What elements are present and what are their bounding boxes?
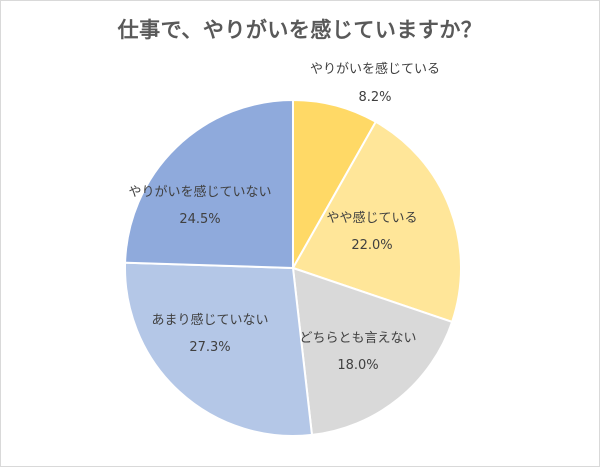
pie-slice-3: [291, 266, 454, 437]
pie-slice-4: [124, 261, 314, 437]
slice-value-label: 22.0%: [351, 238, 392, 253]
pie-slice-5: [124, 98, 294, 270]
slice-category-label: やや感じている: [326, 210, 417, 226]
pie-slice-1: [292, 98, 378, 272]
pie-slice-2: [291, 120, 462, 324]
slice-category-label: どちらとも言えない: [299, 331, 416, 346]
slice-value-label: 18.0%: [337, 358, 378, 373]
slice-value-label: 27.3%: [189, 340, 230, 355]
slice-category-label: やりがいを感じていない: [128, 184, 271, 200]
slice-value-label: 24.5%: [179, 212, 220, 227]
slice-category-label: あまり感じていない: [151, 312, 268, 328]
chart-title: 仕事で、やりがいを感じていますか？: [117, 18, 483, 42]
slice-category-label: やりがいを感じている: [310, 61, 440, 77]
slice-value-label: 8.2%: [358, 90, 391, 105]
